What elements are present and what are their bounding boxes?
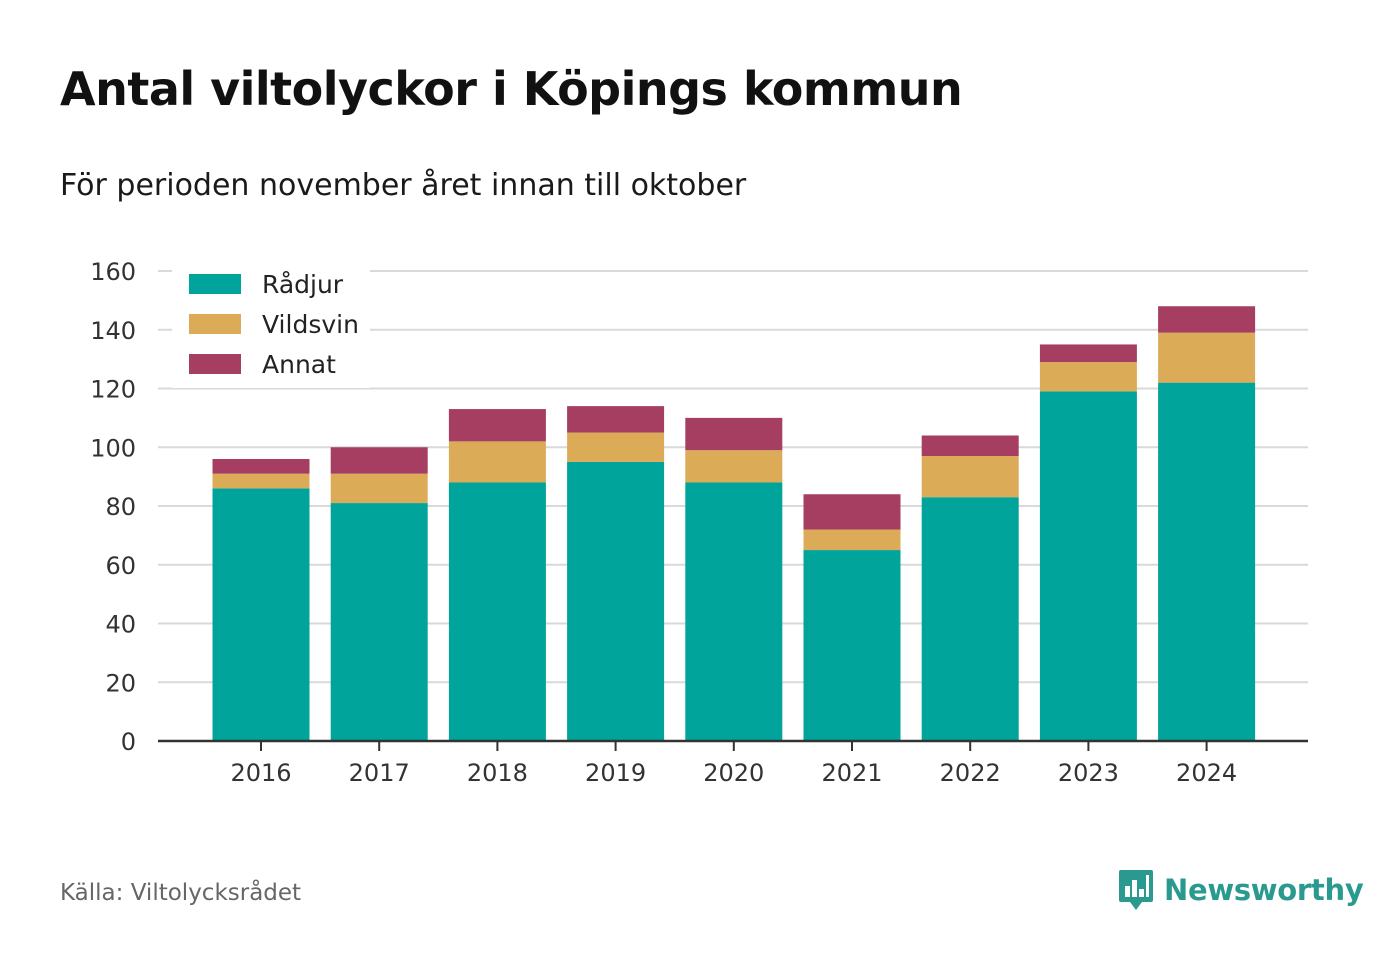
- legend-label: Vildsvin: [262, 310, 359, 339]
- bar-vildsvin-2024[interactable]: [1158, 332, 1256, 383]
- legend-label: Rådjur: [262, 270, 344, 299]
- y-tick-label: 80: [105, 493, 136, 521]
- bar-rådjur-2018[interactable]: [448, 482, 546, 742]
- y-tick-label: 140: [90, 317, 136, 345]
- bar-vildsvin-2021[interactable]: [803, 529, 901, 551]
- bar-rådjur-2022[interactable]: [921, 497, 1019, 741]
- bar-vildsvin-2019[interactable]: [567, 432, 665, 462]
- bar-rådjur-2021[interactable]: [803, 550, 901, 741]
- x-tick-label: 2023: [1058, 759, 1119, 787]
- bar-annat-2022[interactable]: [921, 435, 1019, 457]
- legend-swatch-vildsvin: [189, 314, 241, 334]
- x-tick-label: 2019: [585, 759, 646, 787]
- bar-annat-2018[interactable]: [448, 409, 546, 442]
- bar-rådjur-2020[interactable]: [685, 482, 783, 742]
- bar-vildsvin-2017[interactable]: [330, 473, 428, 504]
- y-tick-label: 120: [90, 376, 136, 404]
- bar-annat-2021[interactable]: [803, 494, 901, 530]
- y-tick-label: 20: [105, 669, 136, 697]
- legend-swatch-rådjur: [189, 274, 241, 294]
- y-tick-label: 160: [90, 258, 136, 286]
- x-tick-label: 2022: [940, 759, 1001, 787]
- x-tick-label: 2024: [1176, 759, 1237, 787]
- bar-annat-2017[interactable]: [330, 447, 428, 474]
- bar-vildsvin-2016[interactable]: [212, 473, 310, 489]
- legend: Rådjur Vildsvin Annat: [172, 262, 370, 388]
- axes: 0 20 40 60 80 100 120 140 160 2016 2017 2018 2019 202…: [90, 258, 1308, 787]
- y-tick-label: 0: [121, 728, 136, 756]
- chart-subtitle: För perioden november året innan till ok…: [60, 168, 747, 203]
- bar-annat-2024[interactable]: [1158, 306, 1256, 333]
- bar-rådjur-2016[interactable]: [212, 488, 310, 741]
- bar-rådjur-2023[interactable]: [1039, 391, 1137, 741]
- bar-annat-2016[interactable]: [212, 459, 310, 474]
- y-tick-label: 60: [105, 552, 136, 580]
- source-note: Källa: Viltolycksrådet: [60, 880, 302, 906]
- bar-annat-2023[interactable]: [1039, 344, 1137, 363]
- x-tick-label: 2020: [703, 759, 764, 787]
- x-tick-label: 2016: [230, 759, 291, 787]
- x-tick-label: 2017: [349, 759, 410, 787]
- legend-label: Annat: [262, 350, 336, 379]
- bar-annat-2019[interactable]: [567, 406, 665, 433]
- bar-vildsvin-2022[interactable]: [921, 456, 1019, 498]
- bar-annat-2020[interactable]: [685, 417, 783, 451]
- chart-title: Antal viltolyckor i Köpings kommun: [60, 62, 963, 116]
- newsworthy-logo-icon: [1119, 870, 1153, 910]
- x-tick-label: 2021: [821, 759, 882, 787]
- brand-logo[interactable]: Newsworthy: [1118, 868, 1364, 912]
- y-tick-label: 100: [90, 434, 136, 462]
- y-tick-label: 40: [105, 611, 136, 639]
- bar-vildsvin-2023[interactable]: [1039, 362, 1137, 392]
- x-tick-label: 2018: [467, 759, 528, 787]
- bar-vildsvin-2020[interactable]: [685, 450, 783, 483]
- legend-swatch-annat: [189, 354, 241, 374]
- bar-vildsvin-2018[interactable]: [448, 441, 546, 483]
- brand-name: Newsworthy: [1164, 873, 1364, 907]
- bars: [212, 306, 1256, 742]
- bar-rådjur-2024[interactable]: [1158, 382, 1256, 741]
- bar-rådjur-2019[interactable]: [567, 461, 665, 741]
- bar-rådjur-2017[interactable]: [330, 503, 428, 741]
